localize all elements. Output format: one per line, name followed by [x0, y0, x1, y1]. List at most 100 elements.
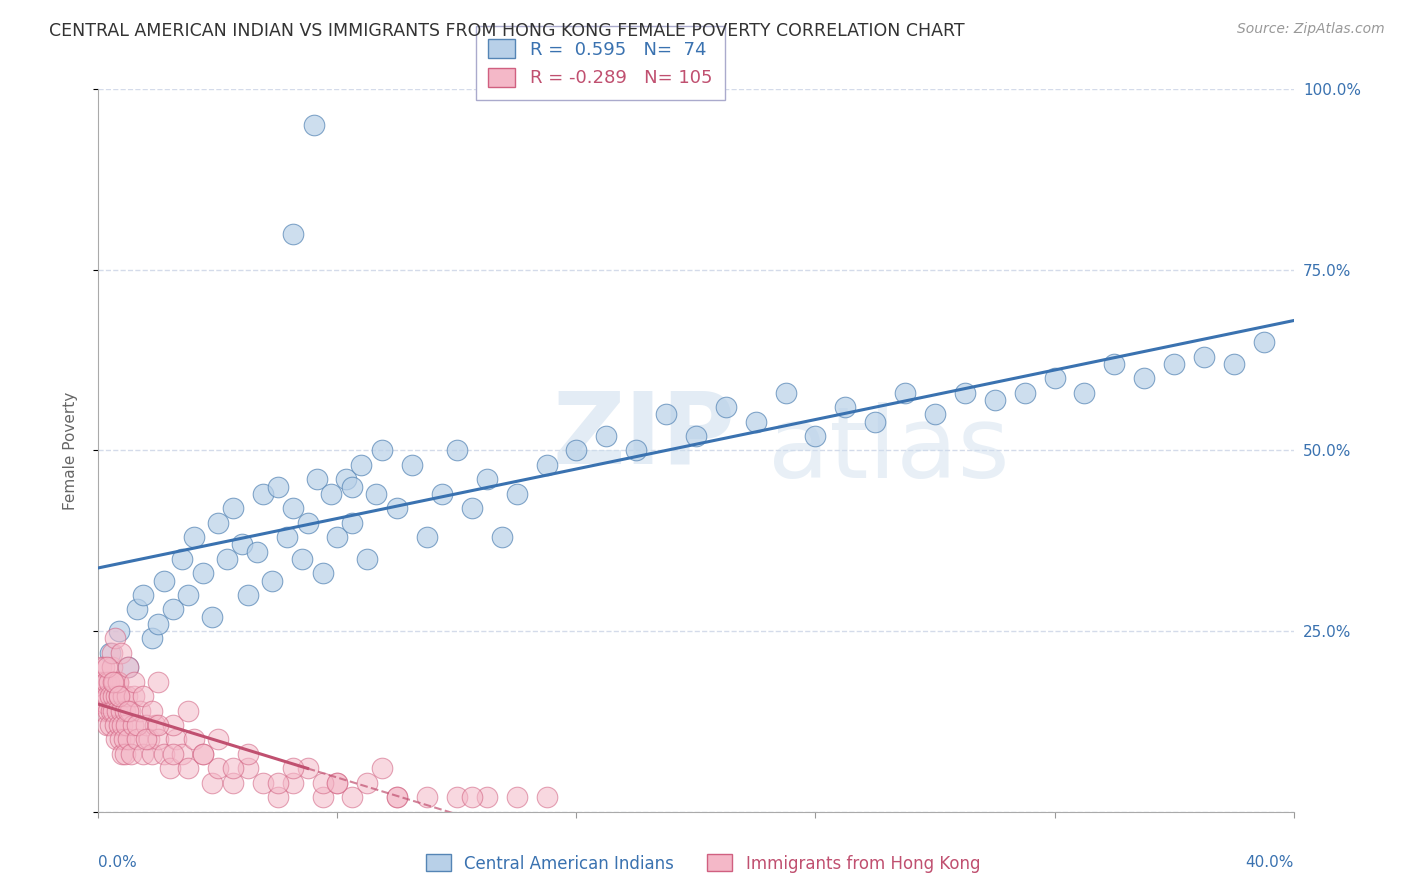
Point — [129, 704, 152, 718]
Point — [342, 790, 364, 805]
Point — [107, 674, 129, 689]
Point — [311, 776, 333, 790]
Point — [215, 551, 238, 566]
Point — [1223, 357, 1246, 371]
Point — [297, 761, 319, 775]
Point — [267, 790, 290, 805]
Point — [96, 718, 118, 732]
Point — [1014, 385, 1036, 400]
Point — [276, 530, 298, 544]
Text: 0.0%: 0.0% — [98, 855, 138, 870]
Point — [201, 776, 224, 790]
Point — [865, 415, 887, 429]
Point — [775, 385, 797, 400]
Point — [536, 790, 558, 805]
Point — [491, 530, 513, 544]
Point — [117, 732, 139, 747]
Point — [311, 566, 333, 581]
Point — [94, 674, 117, 689]
Point — [117, 660, 139, 674]
Point — [100, 704, 122, 718]
Point — [714, 400, 737, 414]
Point — [118, 704, 141, 718]
Point — [446, 790, 468, 805]
Point — [804, 429, 827, 443]
Point — [356, 551, 378, 566]
Point — [475, 790, 498, 805]
Point — [159, 761, 181, 775]
Point — [183, 732, 205, 747]
Text: CENTRAL AMERICAN INDIAN VS IMMIGRANTS FROM HONG KONG FEMALE POVERTY CORRELATION : CENTRAL AMERICAN INDIAN VS IMMIGRANTS FR… — [49, 22, 965, 40]
Point — [93, 689, 115, 703]
Point — [108, 732, 131, 747]
Point — [138, 732, 160, 747]
Point — [132, 747, 155, 761]
Point — [1043, 371, 1066, 385]
Point — [446, 443, 468, 458]
Point — [114, 747, 136, 761]
Point — [148, 674, 170, 689]
Point — [127, 732, 149, 747]
Point — [924, 407, 946, 421]
Point — [141, 704, 163, 718]
Point — [172, 551, 194, 566]
Point — [165, 732, 187, 747]
Point — [108, 689, 131, 703]
Point — [207, 732, 229, 747]
Point — [98, 689, 121, 703]
Text: 40.0%: 40.0% — [1246, 855, 1294, 870]
Point — [222, 776, 245, 790]
Point — [350, 458, 373, 472]
Point — [252, 776, 274, 790]
Point — [141, 747, 163, 761]
Point — [246, 544, 269, 558]
Point — [236, 747, 259, 761]
Point — [111, 689, 134, 703]
Point — [191, 747, 214, 761]
Point — [1163, 357, 1185, 371]
Point — [222, 501, 245, 516]
Point — [103, 674, 125, 689]
Point — [191, 747, 214, 761]
Point — [385, 790, 409, 805]
Point — [97, 704, 120, 718]
Point — [236, 761, 259, 775]
Point — [416, 790, 439, 805]
Point — [536, 458, 558, 472]
Point — [143, 718, 166, 732]
Point — [1253, 334, 1275, 349]
Point — [326, 530, 349, 544]
Point — [305, 472, 328, 486]
Point — [267, 480, 290, 494]
Point — [132, 588, 155, 602]
Point — [342, 516, 364, 530]
Point — [326, 776, 349, 790]
Point — [132, 689, 155, 703]
Point — [103, 704, 125, 718]
Point — [291, 551, 314, 566]
Point — [127, 602, 149, 616]
Point — [105, 704, 128, 718]
Point — [153, 574, 176, 588]
Point — [236, 588, 259, 602]
Point — [110, 704, 132, 718]
Point — [101, 660, 124, 674]
Point — [141, 632, 163, 646]
Point — [655, 407, 678, 421]
Point — [311, 790, 333, 805]
Point — [267, 776, 290, 790]
Point — [162, 718, 184, 732]
Text: atlas: atlas — [768, 402, 1010, 499]
Point — [626, 443, 648, 458]
Y-axis label: Female Poverty: Female Poverty — [63, 392, 77, 509]
Point — [148, 718, 170, 732]
Point — [124, 689, 146, 703]
Point — [201, 609, 224, 624]
Point — [153, 747, 176, 761]
Point — [430, 487, 453, 501]
Point — [96, 689, 118, 703]
Point — [595, 429, 617, 443]
Point — [475, 472, 498, 486]
Point — [222, 761, 245, 775]
Point — [745, 415, 768, 429]
